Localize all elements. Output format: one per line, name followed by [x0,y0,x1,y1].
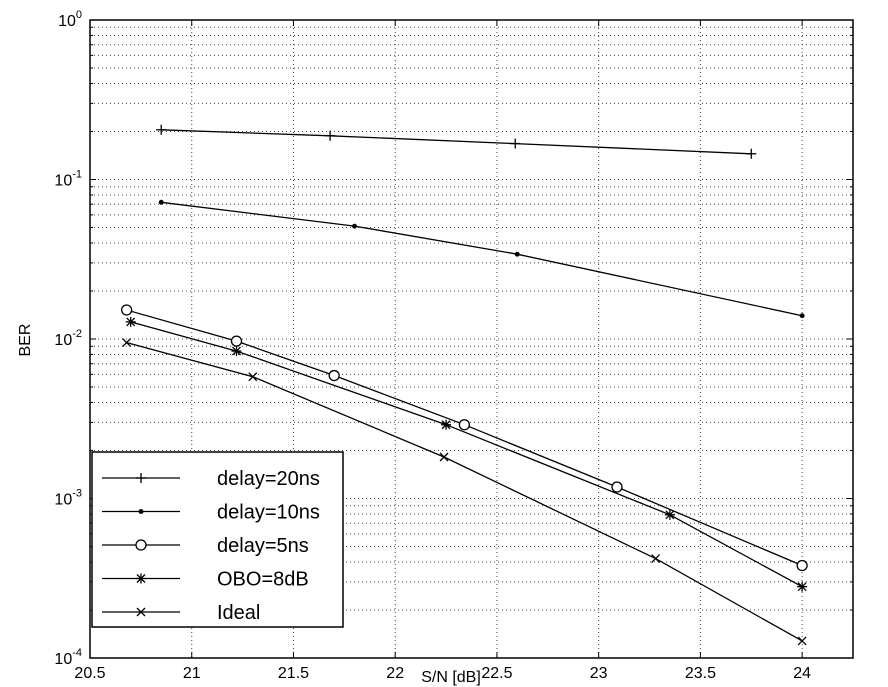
series-line-1 [161,129,752,155]
marker-circle [230,335,243,347]
marker-x [248,372,258,382]
y-axis-label: BER [17,324,34,357]
marker-circle [458,419,471,431]
marker-circle [796,559,808,572]
marker-circle [120,304,133,316]
legend: delay=20ns delay=10ns delay=5ns OBO=8dB Idea… [91,451,344,628]
marker-star [664,509,675,520]
y-tick-label: 10-4 [54,647,82,668]
legend-label: Ideal [217,602,260,624]
marker-dot [138,509,144,514]
marker-x [797,636,807,646]
x-tick-label: 21.5 [278,665,309,682]
x-tick-label: 24 [793,665,811,682]
marker-x [136,607,146,617]
x-tick-label: 20.5 [74,665,105,682]
marker-plus [510,138,521,149]
marker-dot [158,199,164,205]
marker-x [439,452,449,462]
marker-x [651,554,661,564]
x-tick-label: 21 [183,665,201,682]
series-line-2 [161,201,803,317]
legend-label: delay=10ns [217,502,320,524]
x-axis-label: S/N [dB] [421,669,481,686]
y-tick-label: 10-3 [54,488,82,509]
marker-dot [514,251,520,257]
marker-plus [156,124,167,135]
x-tick-label: 23 [590,665,608,682]
x-tick-label: 23.5 [685,665,716,682]
marker-x [122,338,132,348]
y-tick-labels: 10-4 10-3 10-2 10-1 100 [54,9,82,668]
marker-star [441,419,452,430]
marker-star [797,581,808,592]
marker-circle [135,539,147,551]
y-tick-label: 100 [58,9,82,30]
legend-label: delay=20ns [217,468,320,490]
marker-dot [352,223,357,229]
marker-dot [799,313,805,319]
legend-label: OBO=8dB [217,569,309,591]
marker-plus [136,473,146,483]
y-tick-label: 10-1 [54,169,82,190]
x-tick-label: 22 [386,665,404,682]
y-tick-label: 10-2 [54,328,82,349]
x-tick-label: 22.5 [481,665,512,682]
marker-plus [746,148,757,159]
marker-star [125,316,136,327]
axis-ticks [89,20,853,659]
marker-plus [325,130,336,141]
x-tick-labels: 20.5 21 21.5 22 22.5 23 23.5 24 [74,665,811,682]
legend-box [91,451,344,628]
series-lines [120,124,808,646]
series-line-3 [126,309,803,567]
marker-star [231,346,242,357]
marker-circle [328,369,340,382]
legend-label: delay=5ns [217,535,309,557]
marker-star [136,573,146,584]
marker-circle [611,481,623,493]
